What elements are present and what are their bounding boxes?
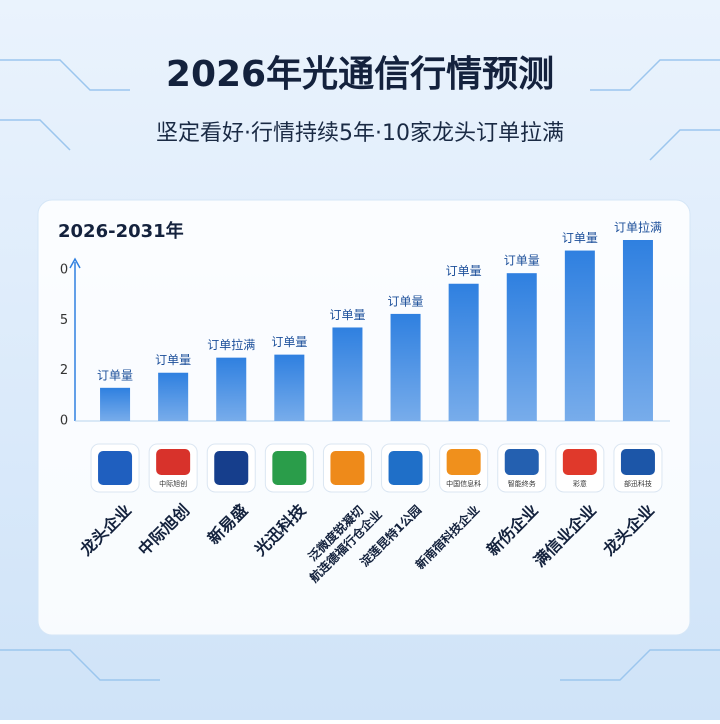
axis-label: 0 <box>60 263 68 278</box>
circuit-decor <box>0 59 720 681</box>
bar-shine <box>622 240 653 421</box>
value-label: 订单量 <box>329 308 365 322</box>
bar-shine <box>390 313 421 421</box>
axis-label: 2 <box>60 363 68 378</box>
logo <box>330 451 365 485</box>
value-label: 订单量 <box>155 353 191 367</box>
value-label: 订单量 <box>504 254 540 268</box>
value-label: 订单量 <box>97 368 133 382</box>
logo-text: 部迅科技 <box>624 479 652 488</box>
logo <box>272 451 307 485</box>
axis-label: 0 <box>60 414 68 429</box>
logo <box>446 449 481 475</box>
bar-shine <box>448 283 479 421</box>
bar-shine <box>332 327 363 421</box>
value-label: 订单量 <box>388 294 424 308</box>
logo <box>620 449 655 475</box>
subtitle: 坚定看好·行情持续5年·10家龙头订单拉满 <box>156 121 564 146</box>
value-label: 订单量 <box>446 264 482 278</box>
logo <box>98 451 133 485</box>
logo <box>388 451 423 485</box>
axis-arrow <box>69 257 81 269</box>
logo-text: 彩意 <box>573 479 587 488</box>
logo-text: 智能终务 <box>508 479 536 488</box>
logo <box>214 451 249 485</box>
bar-shine <box>216 357 247 421</box>
value-label: 订单拉满 <box>207 337 255 352</box>
value-label: 订单量 <box>562 231 598 245</box>
bar-shine <box>506 273 537 421</box>
logo-text: 中国信息科 <box>446 479 481 488</box>
logo-text: 中际旭创 <box>159 479 187 488</box>
value-label: 订单量 <box>271 335 307 349</box>
value-label: 订单拉满 <box>614 220 662 235</box>
bar-shine <box>158 372 189 421</box>
panel-label: 2026-2031年 <box>58 220 184 242</box>
logo <box>156 449 191 475</box>
title: 2026年光通信行情预测 <box>166 54 554 95</box>
bar-shine <box>100 387 131 421</box>
bar-shine <box>274 354 305 421</box>
axis-label: 5 <box>60 313 68 328</box>
logo <box>562 449 597 475</box>
bar-shine <box>564 250 595 421</box>
logo <box>504 449 539 475</box>
